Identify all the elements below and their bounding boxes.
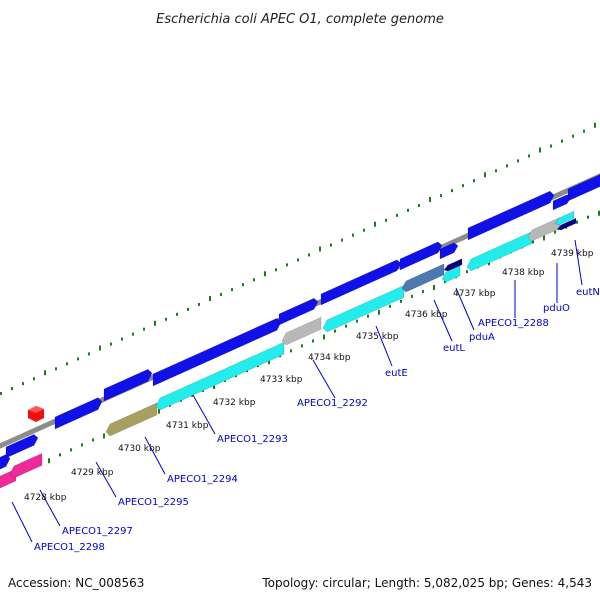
gene-feature-block <box>439 242 459 260</box>
label-leader-line <box>11 501 33 543</box>
gene-features <box>0 174 600 489</box>
outer-tick-ring <box>0 122 596 396</box>
label-leader-line <box>375 325 393 367</box>
gene-feature-block <box>467 190 555 241</box>
gene-label: eutL <box>443 343 465 354</box>
genome-summary-text: Topology: circular; Length: 5,082,025 bp… <box>261 576 592 590</box>
gene-feature-block <box>556 217 577 231</box>
gene-feature-block <box>401 263 445 293</box>
gene-feature-block <box>320 259 402 306</box>
kbp-tick-label: 4729 kbp <box>71 468 114 478</box>
gene-feature-block <box>527 217 561 242</box>
label-leader-line <box>144 436 166 475</box>
gene-labels: APECO1_2298 APECO1_2297 APECO1_2295 APECO1_… <box>34 287 600 553</box>
label-leader-line <box>574 239 583 286</box>
gene-feature-block <box>554 210 575 226</box>
gene-label: APECO1_2298 <box>34 542 105 553</box>
label-leader-line <box>39 489 61 527</box>
label-leaders <box>11 239 583 543</box>
kbp-tick-label: 4732 kbp <box>213 398 256 408</box>
gene-feature-block <box>441 265 461 283</box>
label-leader-line <box>192 394 216 435</box>
gene-label: eutE <box>385 368 408 379</box>
gene-label: APECO1_2292 <box>297 398 368 409</box>
gene-feature-block <box>399 241 443 271</box>
gene-label: eutN <box>576 287 600 298</box>
kbp-tick-label: 4735 kbp <box>356 332 399 342</box>
gene-label: pduA <box>469 332 495 343</box>
kbp-tick-label: 4738 kbp <box>502 268 545 278</box>
gene-label: APECO1_2288 <box>478 318 549 329</box>
kbp-tick-labels: 4728 kbp 4729 kbp 4730 kbp 4731 kbp 4732 kbp… <box>24 249 594 503</box>
gene-feature-block <box>322 284 405 333</box>
gene-feature-block <box>152 317 282 387</box>
kbp-tick-label: 4733 kbp <box>260 375 303 385</box>
gene-label: APECO1_2297 <box>62 526 133 537</box>
label-leader-line <box>312 359 336 399</box>
gene-feature-block <box>281 316 322 346</box>
kbp-tick-label: 4731 kbp <box>166 421 209 431</box>
gene-feature-block <box>0 454 11 470</box>
marker-icon-top <box>28 406 44 413</box>
gene-feature-block <box>54 397 103 430</box>
label-leader-line <box>455 287 475 331</box>
kbp-tick-label: 4737 kbp <box>453 289 496 299</box>
accession-text: Accession: NC_008563 <box>8 576 144 590</box>
kbp-tick-label: 4730 kbp <box>118 444 161 454</box>
gene-feature-block <box>103 368 153 402</box>
gene-label: APECO1_2295 <box>118 497 189 508</box>
kbp-tick-label: 4739 kbp <box>551 249 594 259</box>
kbp-tick-label: 4734 kbp <box>308 353 351 363</box>
gene-label: pduO <box>543 303 570 314</box>
gene-feature-block <box>466 231 533 272</box>
kbp-tick-label: 4728 kbp <box>24 493 67 503</box>
label-leader-line <box>95 461 117 498</box>
label-leader-line <box>433 299 453 342</box>
gene-feature-block <box>105 402 158 437</box>
gene-feature-block <box>9 453 43 479</box>
kbp-tick-label: 4736 kbp <box>405 310 448 320</box>
gene-label: APECO1_2294 <box>167 474 238 485</box>
gene-feature-block <box>155 341 285 411</box>
map-title: Escherichia coli APEC O1, complete genom… <box>156 12 444 27</box>
gene-feature-block <box>278 297 319 326</box>
gene-label: APECO1_2293 <box>217 434 288 445</box>
gene-feature-block <box>567 174 600 202</box>
gene-feature-block <box>443 258 463 272</box>
